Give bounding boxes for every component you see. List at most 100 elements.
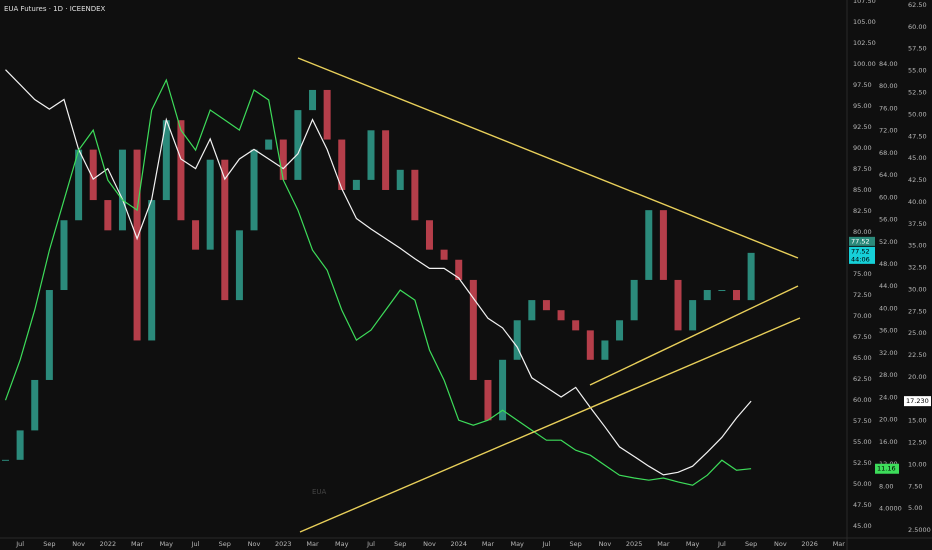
x-tick-label: Sep [394, 540, 406, 548]
y-tick-label: 42.50 [908, 176, 927, 184]
y-tick-label: 57.50 [853, 417, 872, 425]
y-tick-label: 8.00 [879, 482, 893, 490]
y-tick-label: 97.50 [853, 81, 872, 89]
line [4, 78, 752, 486]
x-tick-label: 2023 [275, 540, 292, 548]
y-tick-label: 55.00 [908, 67, 927, 75]
y-tick-label: 22.50 [908, 351, 927, 359]
y-tick-label: 10.00 [908, 460, 927, 468]
candle [747, 252, 755, 301]
candle [499, 359, 507, 421]
candle [616, 320, 624, 341]
y-tick-label: 84.00 [879, 60, 898, 68]
annotation: EUA [312, 488, 327, 496]
candle [89, 149, 97, 201]
candle [411, 169, 419, 221]
y-tick-label: 40.00 [908, 198, 927, 206]
candle [45, 290, 53, 380]
price-badge [904, 396, 931, 407]
y-tick-label: 76.00 [879, 104, 898, 112]
y-tick-label: 5.00 [908, 504, 922, 512]
candle [718, 290, 726, 292]
price-badge-label: 77.52 [851, 247, 870, 255]
candle [352, 179, 360, 190]
candle [425, 220, 433, 250]
candle [674, 279, 682, 331]
price-badge-label: 11.16 [877, 465, 896, 473]
y-tick-label: 80.00 [853, 228, 872, 236]
candle [162, 120, 170, 201]
x-tick-label: May [686, 540, 700, 548]
x-tick-label: 2026 [801, 540, 818, 548]
candle [192, 220, 200, 250]
candle [659, 210, 667, 280]
y-tick-label: 105.00 [853, 18, 876, 26]
price-badge [875, 463, 899, 474]
y-tick-label: 47.50 [853, 501, 872, 509]
candle [221, 159, 229, 301]
y-tick-label: 95.00 [853, 102, 872, 110]
candle [572, 320, 580, 331]
x-tick-label: Mar [482, 540, 495, 548]
candle [586, 330, 594, 360]
countdown-label: 44:06 [851, 255, 870, 263]
x-tick-label: May [160, 540, 174, 548]
candle [455, 259, 463, 280]
y-tick-label: 20.00 [879, 416, 898, 424]
y-tick-label: 52.00 [879, 238, 898, 246]
x-tick-label: Mar [306, 540, 319, 548]
y-tick-label: 107.50 [853, 0, 876, 5]
y-tick-label: 102.50 [853, 39, 876, 47]
y-tick-label: 32.50 [908, 264, 927, 272]
y-tick-label: 85.00 [853, 186, 872, 194]
y-tick-label: 52.50 [853, 459, 872, 467]
candle [630, 279, 638, 321]
x-tick-label: Nov [248, 540, 261, 548]
y-tick-label: 55.00 [853, 438, 872, 446]
candle [235, 230, 243, 301]
x-tick-label: Nov [72, 540, 85, 548]
y-tick-label: 62.50 [853, 375, 872, 383]
y-tick-label: 75.00 [853, 270, 872, 278]
y-tick-label: 30.00 [908, 285, 927, 293]
plot [2, 69, 755, 486]
y-tick-label: 20.00 [908, 373, 927, 381]
x-tick-label: Sep [43, 540, 55, 548]
trend-line [589, 285, 799, 386]
y-tick-label: 24.00 [879, 393, 898, 401]
x-tick-label: May [335, 540, 349, 548]
x-tick-label: Mar [657, 540, 670, 548]
y-tick-label: 72.50 [853, 291, 872, 299]
y-tick-label: 100.00 [853, 60, 876, 68]
y-tick-label: 50.00 [908, 110, 927, 118]
y-tick-label: 52.50 [908, 88, 927, 96]
candle [309, 89, 317, 111]
candle [703, 290, 711, 301]
y-tick-label: 64.00 [879, 171, 898, 179]
y-tick-label: 56.00 [879, 216, 898, 224]
y-tick-label: 7.50 [908, 482, 922, 490]
axes: 45.00 47.50 50.00 52.50 55.00 57.50 60.00 62.50… [15, 0, 931, 548]
candle [367, 130, 375, 180]
x-tick-label: Mar [833, 540, 846, 548]
y-tick-label: 2.5000 [908, 526, 931, 534]
candle [440, 249, 448, 260]
candle [557, 310, 565, 321]
y-tick-label: 70.00 [853, 312, 872, 320]
candle [484, 379, 492, 421]
candle [250, 149, 258, 231]
candle [206, 159, 214, 250]
y-tick-label: 82.50 [853, 207, 872, 215]
candle [16, 430, 24, 460]
y-tick-label: 35.00 [908, 242, 927, 250]
x-tick-label: Nov [599, 540, 612, 548]
candle [689, 300, 697, 331]
y-tick-label: 45.00 [853, 522, 872, 530]
candle [601, 340, 609, 360]
candle [294, 110, 302, 180]
x-tick-label: Jul [542, 540, 551, 548]
y-tick-label: 87.50 [853, 165, 872, 173]
price-badge-label: 77.52 [851, 237, 870, 245]
y-tick-label: 90.00 [853, 144, 872, 152]
